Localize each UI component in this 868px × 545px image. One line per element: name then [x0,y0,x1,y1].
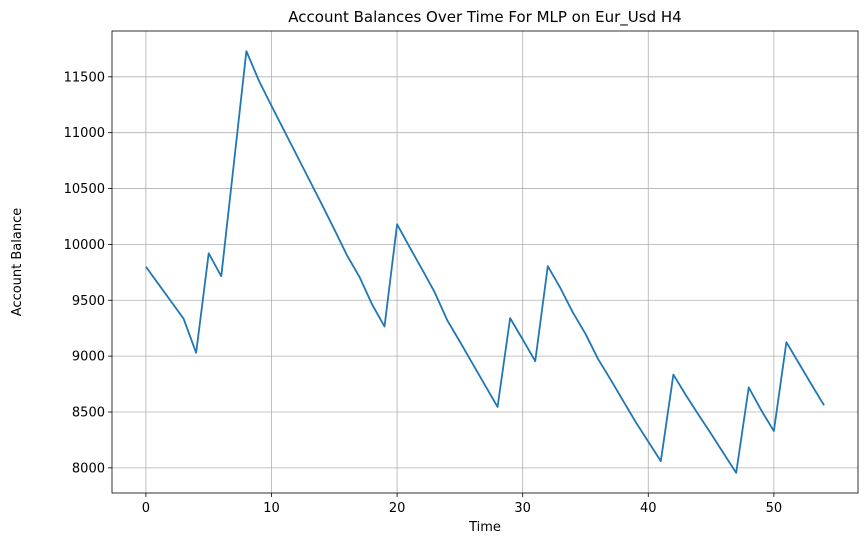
x-tick-label: 10 [263,501,280,516]
x-tick-label: 0 [142,501,150,516]
x-axis-ticks: 0 10 20 30 40 50 [142,493,782,516]
y-tick-label: 8500 [72,405,105,420]
y-tick-label: 9000 [72,350,105,365]
balance-series-line [145,50,825,474]
y-tick-label: 11500 [64,70,105,85]
y-tick-label: 9500 [72,294,105,309]
y-tick-label: 8000 [72,461,105,476]
y-axis-ticks: 8000 8500 9000 9500 10000 10500 11000 11500 [64,70,112,476]
y-tick-label: 11000 [64,126,105,141]
x-tick-label: 30 [514,501,531,516]
x-tick-label: 20 [389,501,406,516]
y-tick-label: 10000 [64,238,105,253]
y-tick-label: 10500 [64,182,105,197]
grid-lines [112,31,858,493]
chart-title: Account Balances Over Time For MLP on Eu… [288,8,681,27]
plot-frame [111,30,859,494]
x-tick-label: 40 [640,501,657,516]
x-axis-title: Time [468,520,501,535]
y-axis-title: Account Balance [10,208,25,316]
plot-area [145,50,825,474]
x-tick-label: 50 [766,501,783,516]
